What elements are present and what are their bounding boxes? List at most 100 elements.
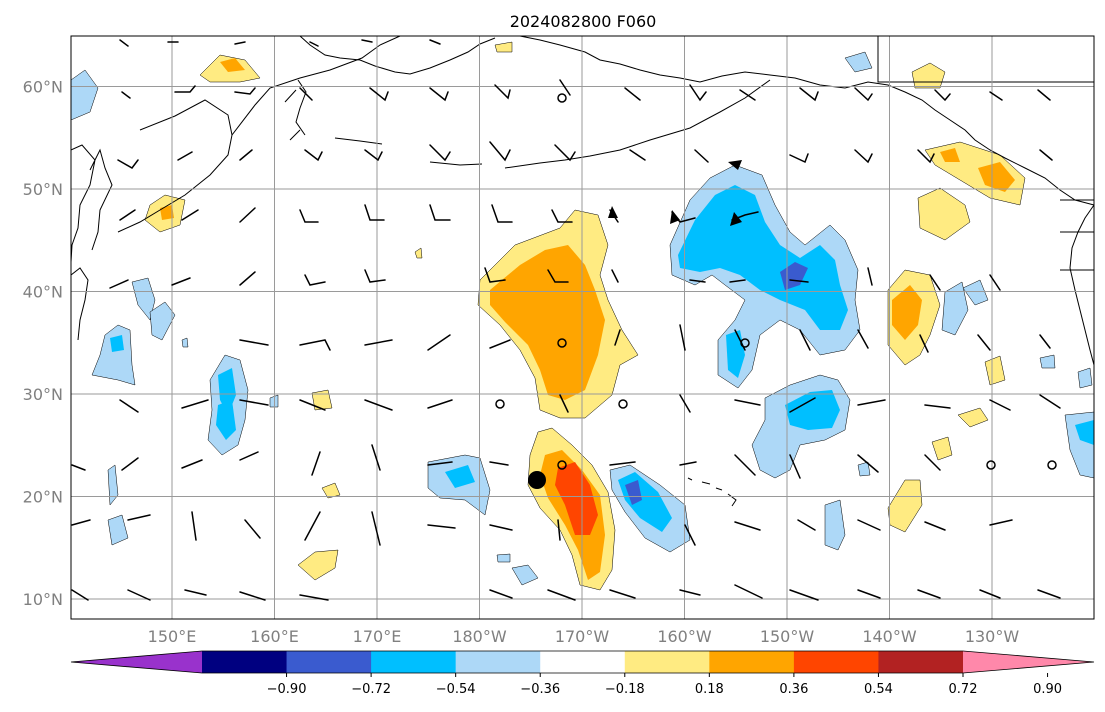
coastline-chukotka bbox=[284, 79, 307, 141]
calm-wind-marker bbox=[1047, 460, 1057, 470]
colorbar-segment bbox=[709, 651, 795, 673]
wind-barb bbox=[119, 394, 1061, 413]
latitude-label: 10°N bbox=[23, 590, 63, 609]
colorbar-tick-label: −0.72 bbox=[351, 682, 391, 697]
colorbar-tick-label: 0.90 bbox=[1033, 682, 1062, 697]
colorbar-tick-label: −0.54 bbox=[436, 682, 476, 697]
latitude-label: 60°N bbox=[23, 78, 63, 97]
wind-barb bbox=[239, 324, 1051, 353]
anomaly-fill bbox=[1039, 354, 1056, 369]
lat-lon-grid bbox=[71, 36, 1094, 619]
longitude-label: 140°W bbox=[862, 627, 917, 646]
anomaly-fill bbox=[297, 549, 339, 581]
anomaly-fill bbox=[181, 337, 189, 348]
border-us-states bbox=[1060, 231, 1094, 271]
anomaly-fill bbox=[941, 281, 969, 336]
anomaly-fill bbox=[414, 247, 423, 259]
colorbar-segment bbox=[286, 651, 372, 673]
negative-anomaly-fills bbox=[70, 51, 1095, 586]
colorbar-tick-label: −0.90 bbox=[267, 682, 307, 697]
anomaly-fill bbox=[857, 461, 871, 477]
longitude-label: 180°W bbox=[452, 627, 507, 646]
anomaly-fill bbox=[107, 464, 119, 506]
anomaly-fill bbox=[149, 301, 176, 341]
calm-wind-marker bbox=[557, 338, 567, 348]
pennant-marker bbox=[730, 212, 742, 226]
colorbar-extend-max bbox=[963, 651, 1094, 673]
anomaly-fill bbox=[678, 185, 848, 330]
anomaly-fill bbox=[785, 390, 840, 430]
calm-wind-marker bbox=[557, 460, 567, 470]
anomaly-fill bbox=[978, 162, 1015, 192]
colorbar-segment bbox=[624, 651, 710, 673]
anomaly-fill bbox=[220, 58, 245, 72]
anomaly-fill bbox=[91, 324, 136, 386]
anomaly-fill bbox=[110, 335, 124, 352]
colorbar-tick-label: 0.18 bbox=[695, 682, 724, 697]
coastline-alaska bbox=[519, 35, 1095, 206]
pennant-markers bbox=[608, 160, 742, 226]
longitude-labels: 150°E 160°E 170°E 180°W 170°W 160°W 150°W 140°W… bbox=[148, 627, 1020, 646]
anomaly-fill bbox=[511, 564, 539, 586]
colorbar-segment bbox=[878, 651, 964, 673]
anomaly-fill bbox=[131, 277, 156, 321]
wind-barb bbox=[71, 584, 1061, 601]
anomaly-fill bbox=[490, 245, 605, 400]
anomaly-fill bbox=[321, 482, 341, 499]
wind-barb bbox=[71, 511, 1013, 546]
calm-wind-marker bbox=[986, 460, 996, 470]
colorbar-tick-label: −0.36 bbox=[520, 682, 560, 697]
latitude-labels: 10°N 20°N 30°N 40°N 50°N 60°N bbox=[23, 78, 63, 610]
anomaly-fill bbox=[1075, 420, 1094, 445]
anomaly-fill bbox=[962, 279, 989, 306]
calm-wind-marker bbox=[557, 93, 567, 103]
anomaly-fill bbox=[940, 148, 960, 162]
wind-barb bbox=[121, 79, 1051, 102]
coastline-hawaii bbox=[687, 477, 737, 507]
map-frame bbox=[70, 35, 1095, 620]
colorbar-tick-label: −0.18 bbox=[605, 682, 645, 697]
colorbar-tick-label: 0.72 bbox=[949, 682, 978, 697]
longitude-label: 150°E bbox=[148, 627, 197, 646]
anomaly-fill bbox=[957, 407, 989, 428]
anomaly-fill bbox=[984, 355, 1006, 386]
anomaly-fill bbox=[625, 480, 642, 505]
colorbar: −0.90 −0.72 −0.54 −0.36 −0.18 0.18 0.36 0.54 0.7… bbox=[70, 650, 1095, 697]
colorbar-outline bbox=[70, 650, 1095, 674]
anomaly-fill bbox=[917, 187, 971, 241]
longitude-label: 130°W bbox=[965, 627, 1020, 646]
anomaly-fill bbox=[824, 499, 846, 551]
positive-anomaly-fills bbox=[144, 41, 1026, 591]
coastline-na-west bbox=[1069, 204, 1095, 366]
anomaly-fill bbox=[555, 462, 598, 535]
border-alaska-canada bbox=[877, 36, 1094, 83]
figure-title: 2024082800 F060 bbox=[510, 12, 657, 31]
colorbar-tick-label: 0.54 bbox=[864, 682, 893, 697]
colorbar-segment bbox=[540, 651, 626, 673]
map-plot-area bbox=[70, 35, 1095, 620]
anomaly-fill bbox=[445, 465, 475, 488]
longitude-label: 160°W bbox=[657, 627, 712, 646]
anomaly-fill bbox=[494, 41, 513, 53]
pennant-marker bbox=[670, 210, 680, 224]
colorbar-segment bbox=[371, 651, 457, 673]
anomaly-fill bbox=[107, 514, 129, 546]
colorbar-segment bbox=[202, 651, 288, 673]
latitude-label: 40°N bbox=[23, 283, 63, 302]
coastline-aleutians bbox=[334, 79, 771, 169]
anomaly-fill bbox=[160, 205, 174, 220]
wind-barb bbox=[109, 267, 1001, 291]
colorbar-segment bbox=[793, 651, 879, 673]
pennant-marker bbox=[728, 160, 742, 170]
calm-wind-marker bbox=[740, 338, 750, 348]
colorbar-extend-min bbox=[71, 651, 202, 673]
anomaly-fill bbox=[931, 436, 953, 461]
anomaly-fill bbox=[216, 400, 236, 440]
anomaly-fill bbox=[1077, 367, 1093, 389]
coastlines bbox=[70, 35, 1095, 507]
calm-wind-marker bbox=[618, 399, 628, 409]
colorbar-tick-label: 0.36 bbox=[779, 682, 808, 697]
coastline-siberia bbox=[299, 35, 496, 75]
longitude-label: 150°W bbox=[760, 627, 815, 646]
